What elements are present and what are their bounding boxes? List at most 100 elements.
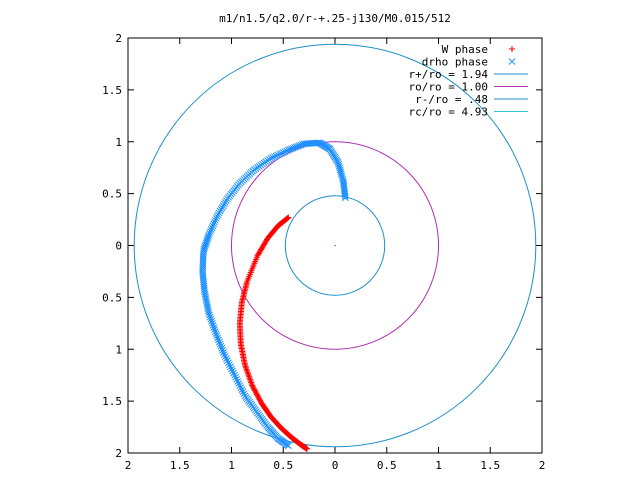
w-phase-point bbox=[246, 373, 253, 380]
drho-phase-point bbox=[215, 209, 223, 217]
cross-stroke bbox=[208, 317, 215, 325]
cross-stroke bbox=[209, 222, 217, 230]
cross-stroke bbox=[214, 211, 222, 219]
cross-stroke bbox=[276, 150, 283, 158]
w-phase-point bbox=[260, 242, 267, 249]
cross-stroke bbox=[212, 330, 220, 338]
cross-stroke bbox=[222, 355, 230, 362]
cross-stroke bbox=[216, 207, 224, 215]
drho-phase-point bbox=[210, 220, 218, 228]
cross-stroke bbox=[337, 170, 345, 178]
circle-mark bbox=[133, 43, 537, 448]
cross-stroke bbox=[278, 150, 285, 157]
cross-stroke bbox=[216, 340, 224, 348]
drho-phase-point bbox=[279, 149, 287, 156]
cross-stroke bbox=[207, 315, 215, 323]
w-phase-point bbox=[263, 236, 270, 243]
cross-stroke bbox=[206, 229, 213, 237]
drho-phase-point bbox=[240, 390, 248, 398]
cross-stroke bbox=[336, 164, 344, 172]
drho-phase-point bbox=[222, 355, 230, 362]
cross-stroke bbox=[228, 365, 235, 373]
cross-stroke bbox=[218, 344, 226, 352]
drho-phase-point bbox=[220, 349, 227, 356]
cross-stroke bbox=[220, 349, 227, 356]
y-tick-label: 1.5 bbox=[102, 84, 122, 97]
drho-phase-point bbox=[214, 334, 221, 342]
cross-stroke bbox=[212, 216, 219, 224]
y-tick-label: 2 bbox=[115, 447, 122, 460]
y-tick-label: 0.5 bbox=[102, 291, 122, 304]
w-phase-point bbox=[250, 385, 257, 392]
drho-phase-point bbox=[217, 206, 225, 213]
cross-stroke bbox=[335, 162, 343, 170]
drho-phase-point bbox=[209, 222, 217, 230]
cross-stroke bbox=[219, 346, 226, 354]
cross-stroke bbox=[340, 179, 347, 187]
w-phase-point bbox=[304, 445, 311, 452]
cross-stroke bbox=[285, 146, 292, 154]
cross-stroke bbox=[230, 369, 237, 377]
drho-phase-point bbox=[232, 373, 239, 381]
w-phase-point bbox=[244, 369, 251, 376]
w-phase-point bbox=[258, 245, 265, 252]
cross-stroke bbox=[218, 204, 226, 211]
x-tick-label: 1 bbox=[228, 459, 235, 472]
drho-phase-point bbox=[337, 168, 345, 176]
drho-phase-point bbox=[207, 228, 214, 235]
w-phase-point bbox=[256, 396, 263, 403]
drho-phase-point bbox=[206, 311, 213, 319]
drho-phase-point bbox=[208, 319, 216, 327]
drho-phase-point bbox=[216, 340, 224, 348]
cross-stroke bbox=[229, 367, 236, 375]
drho-phase-point bbox=[220, 200, 228, 208]
drho-phase-point bbox=[204, 307, 212, 315]
drho-phase-point bbox=[221, 353, 229, 360]
cross-stroke bbox=[215, 336, 222, 344]
w-phase-point bbox=[262, 239, 269, 246]
cross-stroke bbox=[236, 382, 244, 389]
cross-stroke bbox=[224, 195, 231, 203]
legend-label: r-/ro = .48 bbox=[415, 93, 488, 106]
cross-stroke bbox=[205, 309, 213, 317]
w-phase-point bbox=[245, 372, 252, 379]
w-phase-point bbox=[256, 249, 263, 256]
drho-phase-point bbox=[213, 213, 221, 220]
cross-stroke bbox=[238, 386, 246, 394]
w-phase-point bbox=[249, 383, 256, 390]
cross-stroke bbox=[215, 338, 223, 346]
cross-stroke bbox=[239, 388, 247, 396]
cross-stroke bbox=[283, 147, 291, 155]
w-phase-point bbox=[257, 397, 264, 404]
drho-phase-point bbox=[224, 357, 231, 365]
cross-stroke bbox=[213, 332, 221, 340]
drho-phase-point bbox=[230, 369, 237, 377]
cross-stroke bbox=[217, 206, 225, 213]
cross-stroke bbox=[272, 152, 280, 160]
drho-phase-point bbox=[233, 375, 241, 383]
drho-phase-point bbox=[274, 151, 282, 159]
legend-label: ro/ro = 1.00 bbox=[409, 81, 488, 94]
drho-phase-point bbox=[339, 177, 347, 185]
drho-phase-point bbox=[207, 226, 215, 233]
w-phase-point bbox=[242, 364, 249, 371]
cross-stroke bbox=[213, 213, 221, 220]
drho-phase-point bbox=[221, 198, 229, 206]
axis-ticks: 2 1.5 1 0.5 0 0.5 1 1.5 221.510.500.511.52 bbox=[102, 32, 545, 472]
w-phase-point bbox=[243, 366, 250, 373]
drho-phase-point bbox=[339, 175, 347, 183]
drho-phase-point bbox=[212, 214, 220, 222]
drho-phase-point bbox=[206, 313, 214, 321]
cross-stroke bbox=[231, 371, 238, 379]
cross-stroke bbox=[217, 342, 225, 350]
w-phase-point bbox=[263, 237, 270, 244]
drho-phase-point bbox=[237, 384, 245, 391]
drho-phase-point bbox=[234, 378, 242, 385]
w-phase-point bbox=[247, 378, 254, 385]
drho-phase-point bbox=[236, 382, 244, 389]
cross-stroke bbox=[335, 161, 342, 168]
drho-phase-point bbox=[278, 150, 285, 157]
w-phase-point bbox=[261, 240, 268, 247]
cross-stroke bbox=[274, 151, 282, 159]
